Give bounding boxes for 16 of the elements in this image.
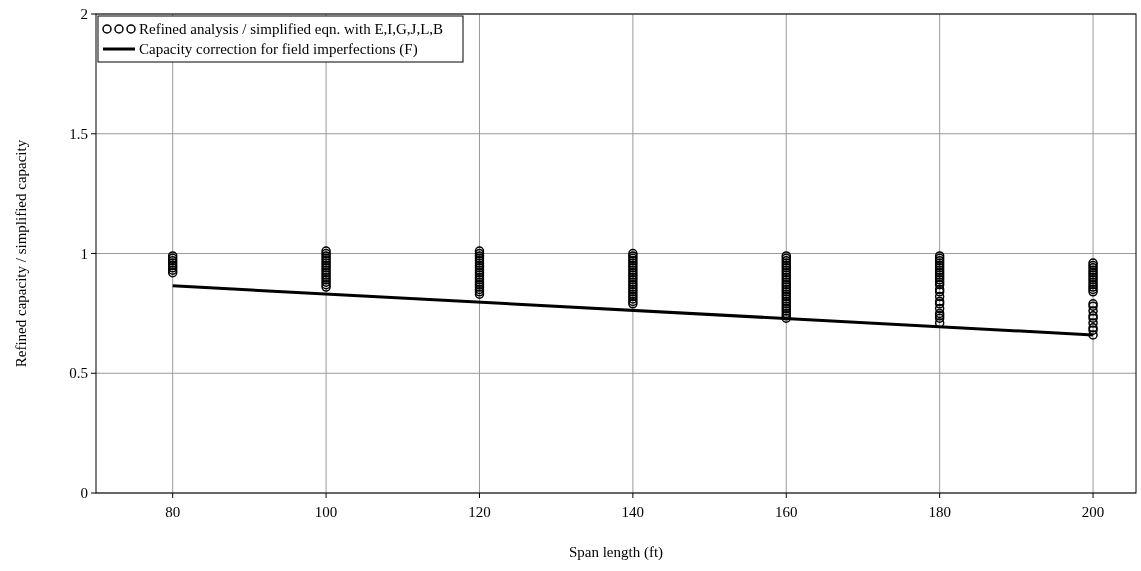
y-tick-label: 0.5 <box>69 365 88 382</box>
x-axis-title: Span length (ft) <box>568 544 664 561</box>
x-tick-label: 120 <box>468 504 491 520</box>
y-tick-label: 0 <box>80 485 88 501</box>
x-tick-label: 80 <box>165 504 181 520</box>
y-tick-label: 2 <box>80 6 88 22</box>
x-tick-label: 180 <box>928 504 951 520</box>
x-tick-label: 100 <box>314 504 338 520</box>
x-tick-label: 200 <box>1081 504 1105 520</box>
y-axis-title: Refined capacity / simplified capacity <box>13 139 29 368</box>
x-tick-label: 140 <box>621 504 645 520</box>
x-tick-label: 160 <box>775 504 798 520</box>
y-tick-label: 1 <box>80 245 88 262</box>
legend-label: Capacity correction for field imperfections (F) <box>139 41 418 58</box>
y-tick-label: 1.5 <box>69 125 88 142</box>
legend-label: Refined analysis / simplified eqn. with E,I,G,J,L,B <box>139 21 444 37</box>
